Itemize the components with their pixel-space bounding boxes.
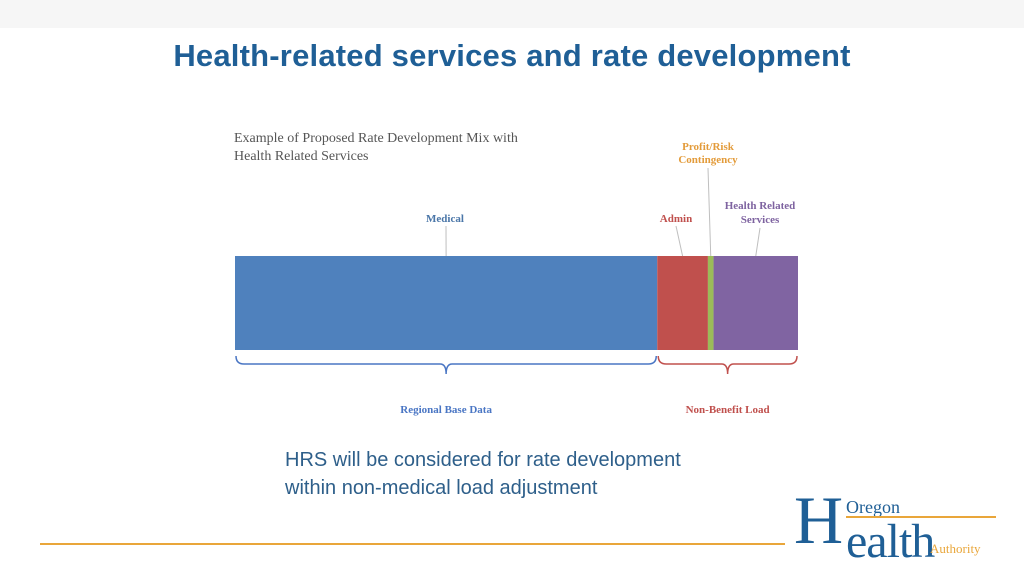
slide-title: Health-related services and rate develop… bbox=[173, 38, 851, 73]
chart-title-line-2: Health Related Services bbox=[234, 149, 369, 164]
leader-line-profit-risk-contingency bbox=[707, 167, 712, 257]
bar-segment-medical bbox=[235, 256, 658, 350]
top-band bbox=[0, 0, 1024, 28]
segment-label-admin: Admin bbox=[660, 213, 692, 225]
logo-bar bbox=[846, 516, 996, 518]
bar-segment-health-related-services bbox=[713, 256, 798, 350]
bar-segment-profit-risk-contingency bbox=[707, 256, 714, 350]
segment-label-medical: Medical bbox=[426, 213, 464, 225]
logo-health: ealth bbox=[846, 515, 935, 568]
segment-label-health-related-services-line-2: Services bbox=[741, 214, 780, 226]
segment-label-health-related-services-line-1: Health Related bbox=[725, 200, 796, 212]
group-label-non-benefit-load: Non-Benefit Load bbox=[686, 404, 770, 416]
group-label-regional-base-data: Regional Base Data bbox=[400, 404, 492, 416]
chart-title: Example of Proposed Rate Development Mix… bbox=[234, 130, 574, 166]
leader-line-admin bbox=[675, 225, 684, 257]
footer-accent-line bbox=[40, 543, 785, 545]
body-text-line-1: HRS will be considered for rate developm… bbox=[285, 449, 681, 471]
chart-title-line-1: Example of Proposed Rate Development Mix… bbox=[234, 131, 518, 146]
bar-segment-admin bbox=[657, 256, 708, 350]
segment-label-profit-risk-contingency-line-2: Contingency bbox=[678, 154, 738, 166]
leader-line-health-related-services bbox=[755, 227, 761, 257]
brace-regional-base-data bbox=[235, 355, 657, 375]
logo-letter-h: H bbox=[794, 482, 844, 558]
oregon-health-authority-logo: H Oregon ealth Authority bbox=[794, 486, 1004, 566]
segment-label-profit-risk-contingency-line-1: Profit/Risk bbox=[682, 141, 735, 153]
body-text-line-2: within non-medical load adjustment bbox=[285, 477, 598, 499]
logo-authority: Authority bbox=[930, 541, 981, 556]
brace-non-benefit-load bbox=[657, 355, 798, 375]
logo-oregon: Oregon bbox=[846, 497, 900, 517]
body-text: HRS will be considered for rate developm… bbox=[285, 446, 745, 502]
